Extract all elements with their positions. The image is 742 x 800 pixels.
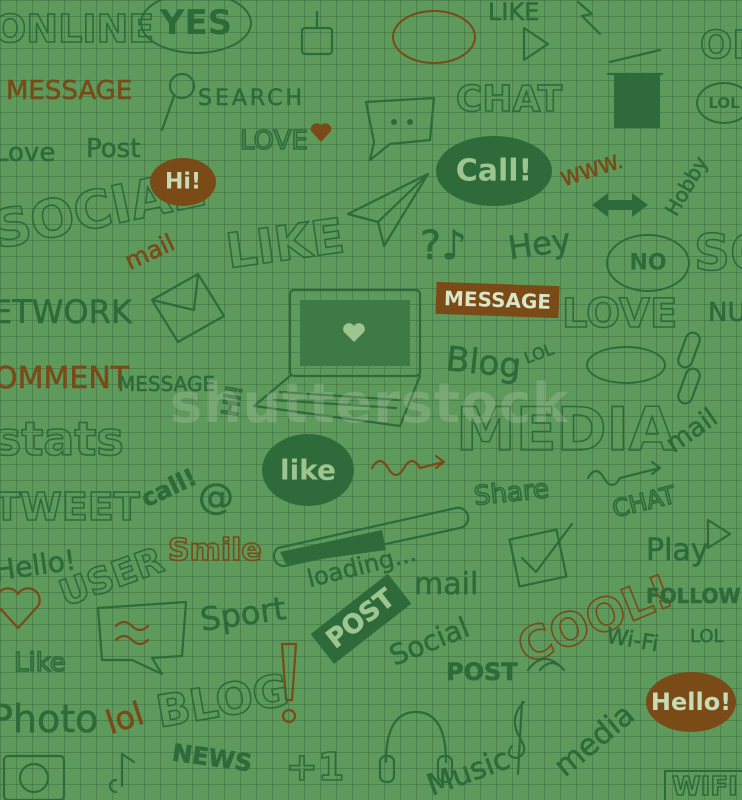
word-post-1: Post — [86, 134, 141, 164]
word-love-1: Love — [0, 138, 56, 168]
envelope-icon — [150, 272, 226, 344]
camera-icon — [2, 754, 66, 800]
word-yes: YES — [159, 3, 233, 43]
wifi-signal-icon — [526, 657, 566, 672]
word-media-2: media — [547, 697, 642, 785]
word-photo: Photo — [0, 697, 99, 741]
chat-dots-bubble — [392, 10, 476, 64]
heart-icon — [310, 123, 332, 142]
word-chat-2: CHAT — [609, 480, 680, 524]
word-news: NEWS — [170, 738, 254, 778]
word-message-1: MESSAGE — [6, 76, 133, 106]
word-call-2: call! — [136, 463, 202, 513]
tv-icon — [300, 10, 334, 56]
play-icon — [706, 518, 732, 550]
arrows-icon — [592, 193, 648, 217]
word-www: WWW. — [557, 148, 626, 192]
exclamation-icon — [280, 642, 298, 724]
word-play: Play — [646, 533, 709, 568]
word-share: Share — [472, 473, 551, 512]
word-like-big: LIKE — [222, 207, 349, 281]
message-tag: MESSAGE — [435, 281, 560, 319]
word-smile: Smile — [167, 533, 262, 568]
word-tweet: TWEET — [0, 485, 140, 529]
word-sport: Sport — [197, 589, 289, 639]
chain-icon — [677, 331, 701, 405]
word-lol-3: LOL — [690, 626, 724, 647]
watermark: shutterstock — [170, 372, 569, 435]
word-chat-1: CHAT — [455, 79, 563, 120]
word-wifi-1: Wi-Fi — [604, 623, 661, 658]
word-search: SEARCH — [198, 86, 306, 111]
word-wifi-2: WIFI — [664, 770, 742, 800]
word-online: ONLINE — [0, 7, 155, 51]
word-follow: FOLLOW — [646, 584, 741, 608]
word-plus-one: +1 — [285, 745, 345, 789]
speech-bubble-icon — [364, 96, 436, 162]
word-lol-4: lol — [101, 694, 149, 742]
love-cloud-bubble — [586, 346, 666, 384]
word-message-2: MESSAGE — [118, 372, 216, 396]
word-lol-2: LOL — [521, 339, 557, 368]
word-no: NO — [629, 250, 667, 276]
word-hello-2: Hello! — [650, 688, 732, 716]
word-call-1: Call! — [455, 153, 533, 189]
word-hi-1: Hi! — [165, 169, 201, 195]
word-lol-1: LOL — [708, 94, 740, 112]
no-bubble: NO — [606, 234, 690, 292]
word-love-2: LOVE — [239, 126, 308, 156]
word-question: ?♪ — [420, 223, 467, 269]
word-stats: stats — [0, 412, 125, 466]
clapper-icon — [606, 48, 664, 128]
treble-clef-icon — [507, 700, 526, 776]
word-like-2: Like — [13, 648, 66, 678]
word-love-3: LOVE — [561, 291, 678, 337]
word-at: @ — [198, 477, 235, 518]
heart-outline-icon — [0, 587, 41, 630]
laptop-icon — [252, 288, 422, 428]
squiggle-arrow-icon-2 — [586, 460, 662, 487]
word-media-1: MEDIA — [455, 395, 676, 465]
word-mail-3: mail — [414, 567, 479, 602]
loading-bar-icon — [272, 506, 470, 568]
word-hobby: Hobby — [659, 152, 713, 220]
squiggle-arrow-icon — [370, 454, 446, 477]
like-bubble: like — [262, 434, 354, 506]
lol-bubble: LOL — [696, 82, 742, 124]
word-hey: Hey — [505, 220, 574, 268]
music-note-icon — [108, 752, 136, 794]
word-on: ON — [699, 23, 742, 67]
paper-plane-icon — [346, 172, 430, 248]
headphones-icon — [378, 710, 454, 784]
bolt-icon — [576, 0, 602, 36]
word-blog-2: BLOG — [152, 664, 294, 739]
word-nu: NU — [708, 298, 742, 328]
word-mail-1: mail — [120, 228, 179, 276]
hello-bubble: Hello! — [646, 672, 736, 732]
word-like-top: LIKE — [488, 0, 540, 26]
magnifier-icon — [160, 72, 196, 132]
word-like-bubble: like — [279, 453, 337, 487]
play-outline-icon — [522, 26, 550, 62]
yes-bubble: YES — [140, 0, 252, 54]
hi-bubble: Hi! — [150, 158, 216, 206]
speech-bubble-icon-2 — [96, 600, 188, 676]
word-comment: OMMENT — [0, 361, 130, 396]
word-post-2: POST — [446, 658, 518, 686]
word-network: ETWORK — [0, 293, 132, 331]
checkbox-icon — [508, 522, 574, 588]
call-bubble: Call! — [436, 136, 552, 206]
word-so: SO — [693, 224, 742, 282]
